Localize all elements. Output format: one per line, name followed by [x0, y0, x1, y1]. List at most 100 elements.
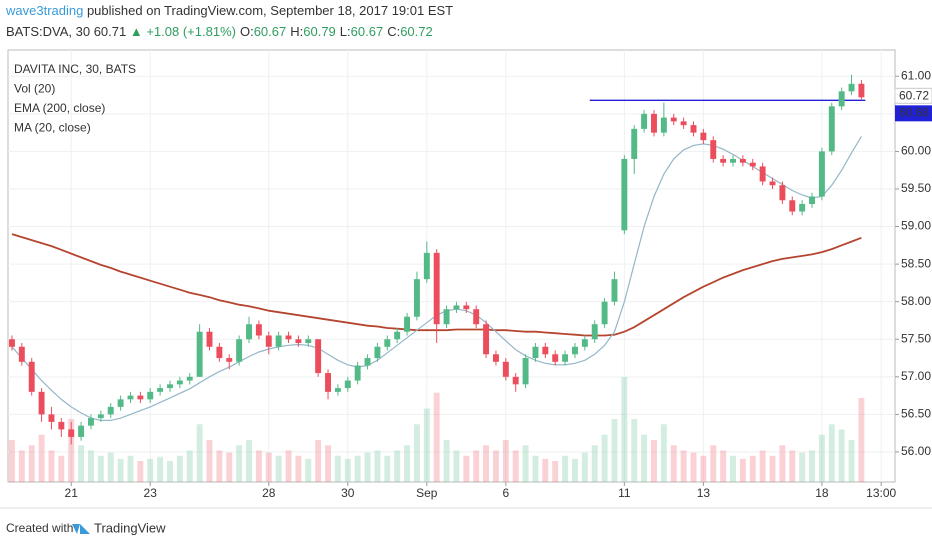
volume-bar: [48, 450, 55, 482]
candle-body: [28, 361, 35, 392]
volume-bar: [206, 440, 213, 482]
tv-logo: [72, 524, 90, 534]
x-tick-label: 30: [341, 486, 355, 500]
candle-body: [344, 380, 351, 389]
volume-bar: [769, 455, 776, 482]
candle-body: [364, 358, 371, 366]
candle-body: [463, 305, 470, 310]
candle-body: [522, 358, 529, 385]
candle-body: [48, 414, 55, 422]
ohlc-value: 60.67: [254, 24, 287, 39]
volume-bar: [591, 445, 598, 482]
candle-body: [581, 339, 588, 347]
candle-body: [285, 335, 292, 340]
candle-body: [226, 358, 233, 362]
volume-bar: [838, 429, 845, 482]
candle-body: [384, 339, 391, 347]
volume-bar: [18, 450, 25, 482]
volume-bar: [809, 450, 815, 482]
candle-body: [88, 418, 94, 426]
candle-body: [423, 252, 430, 280]
volume-bar: [651, 440, 657, 482]
volume-bar: [492, 450, 499, 482]
volume-bar: [354, 455, 361, 482]
candle-body: [483, 324, 490, 355]
candle-body: [255, 324, 262, 336]
x-tick-label: 28: [262, 486, 276, 500]
candle-body: [315, 339, 322, 374]
volume-bar: [611, 419, 618, 482]
volume-bar: [78, 445, 85, 482]
symbol: BATS:DVA, 30: [6, 24, 90, 39]
x-tick-label: 6: [502, 486, 509, 500]
volume-bar: [295, 455, 302, 482]
author[interactable]: wave3trading: [5, 3, 83, 18]
candle-body: [117, 399, 124, 407]
volume-bar: [818, 434, 825, 482]
last-price-label: 60.72: [899, 89, 929, 103]
y-tick-label: 57.00: [901, 369, 931, 383]
ohlc-value: 60.67: [351, 24, 384, 39]
candle-body: [305, 339, 312, 344]
volume-bar: [384, 455, 391, 482]
candle-body: [354, 365, 361, 381]
footer-brand[interactable]: TradingView: [94, 520, 166, 535]
volume-bar: [137, 461, 144, 482]
candle-body: [127, 395, 134, 400]
candle-body: [631, 128, 638, 159]
candle-body: [730, 158, 736, 163]
candle-body: [157, 388, 164, 392]
hline-badge: [895, 105, 932, 122]
volume-bar: [216, 450, 223, 482]
volume-bar: [700, 455, 707, 482]
candle-body: [621, 158, 628, 231]
volume-bar: [562, 455, 569, 482]
published: published on TradingView.com, September …: [87, 3, 453, 18]
volume-bar: [660, 424, 667, 482]
candle-body: [779, 185, 786, 201]
volume-bar: [305, 458, 312, 482]
volume-bar: [58, 455, 65, 482]
volume-bar: [779, 445, 786, 482]
volume-bar: [344, 458, 351, 482]
volume-bar: [858, 398, 865, 482]
volume-bar: [720, 450, 727, 482]
legend-entry: DAVITA INC, 30, BATS: [14, 62, 136, 76]
candle-body: [334, 388, 341, 392]
candle-body: [720, 158, 727, 163]
volume-bar: [463, 455, 470, 482]
candle-body: [749, 162, 756, 167]
x-tick-label: 11: [618, 486, 631, 500]
volume-bar: [374, 450, 381, 482]
volume-bar: [404, 445, 411, 482]
volume-bar: [255, 450, 262, 482]
candle-body: [8, 339, 15, 347]
volume-bar: [433, 392, 440, 482]
y-tick-label: 56.50: [901, 407, 931, 421]
candle-body: [572, 346, 578, 355]
y-tick-label: 59.50: [901, 181, 931, 195]
y-tick-label: 59.00: [901, 219, 931, 233]
volume-bar: [285, 450, 292, 482]
candle-body: [236, 339, 243, 362]
volume-bar: [572, 458, 578, 482]
candle-body: [453, 305, 460, 310]
y-tick-label: 57.50: [901, 331, 931, 345]
symbol-line: BATS:DVA, 30 60.71 ▲ +1.08 (+1.81%) O:60.…: [6, 24, 433, 39]
volume-bar: [246, 440, 252, 482]
volume-bar: [157, 456, 164, 482]
volume-bar: [117, 458, 124, 482]
candle-body: [433, 252, 440, 325]
candle-body: [216, 346, 223, 359]
volume-bar: [512, 450, 519, 482]
volume-bar: [394, 450, 401, 482]
y-tick-label: 56.00: [901, 444, 931, 458]
candle-body: [710, 140, 717, 159]
candle-body: [700, 132, 707, 141]
candle-body: [552, 354, 559, 362]
candle-body: [167, 384, 173, 389]
x-tick-label: 18: [815, 486, 829, 500]
candle-body: [769, 181, 776, 186]
volume-bar: [621, 377, 628, 482]
